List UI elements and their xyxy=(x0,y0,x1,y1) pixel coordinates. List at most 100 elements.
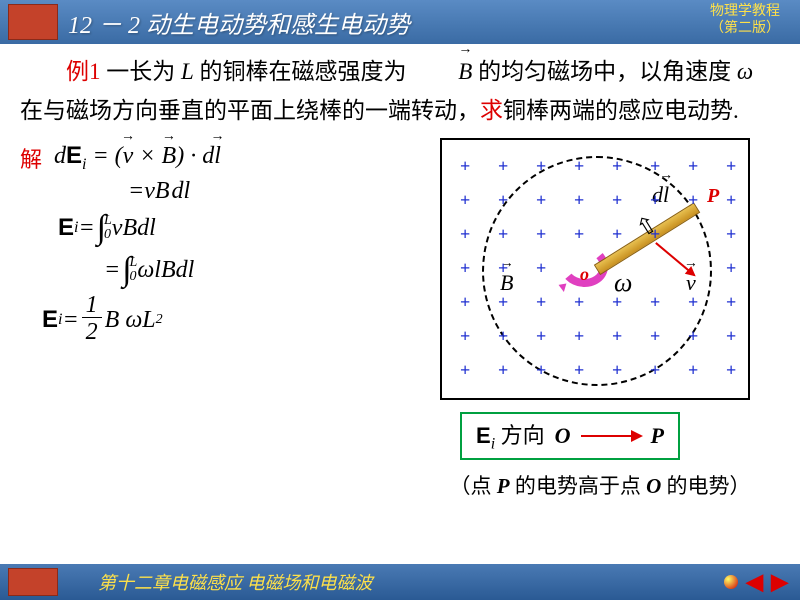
var-B: B xyxy=(162,143,177,170)
field-cross-icon: + xyxy=(460,326,470,347)
t: = xyxy=(62,307,78,334)
nav-next-icon[interactable]: ▶ xyxy=(771,569,788,595)
field-cross-icon: + xyxy=(612,224,622,245)
eq-1: 解 dEi = (v × B) · dl xyxy=(20,142,420,174)
eq-5: Ei = 12B ωL2 xyxy=(42,293,420,347)
t: 的电势） xyxy=(661,474,750,498)
label-P: P xyxy=(651,423,664,449)
field-cross-icon: + xyxy=(612,156,622,177)
field-cross-icon: + xyxy=(726,360,736,381)
diagram-box: ▸ ⇧ B o ω v P dl +++++++++++++++++++++++… xyxy=(440,138,750,400)
t: 0 xyxy=(104,228,112,242)
label-P: P xyxy=(707,185,719,208)
field-cross-icon: + xyxy=(726,190,736,211)
t: l xyxy=(188,257,195,284)
field-cross-icon: + xyxy=(612,326,622,347)
field-cross-icon: + xyxy=(726,156,736,177)
emf-E: E xyxy=(476,423,491,448)
example-label: 例1 xyxy=(66,59,101,84)
field-cross-icon: + xyxy=(650,190,660,211)
field-cross-icon: + xyxy=(574,190,584,211)
emf-E: E xyxy=(58,214,74,242)
field-cross-icon: + xyxy=(612,190,622,211)
t: = ( xyxy=(86,143,122,169)
t: vB xyxy=(144,178,169,205)
t: d xyxy=(172,178,184,205)
nav-dot-icon[interactable] xyxy=(724,575,738,589)
field-cross-icon: + xyxy=(726,258,736,279)
field-cross-icon: + xyxy=(612,360,622,381)
t: 方向 xyxy=(495,423,545,448)
t: d xyxy=(54,143,66,169)
equations: 解 dEi = (v × B) · dl = vBdl Ei = ∫L0vB d… xyxy=(20,138,420,499)
eq-3: Ei = ∫L0vB dl xyxy=(58,209,420,247)
field-cross-icon: + xyxy=(688,326,698,347)
ask-label: 求 xyxy=(480,98,503,123)
field-cross-icon: + xyxy=(574,326,584,347)
t: 1 xyxy=(82,293,102,318)
field-cross-icon: + xyxy=(460,156,470,177)
t: 的铜棒在磁感强度为 xyxy=(194,59,413,84)
problem-text: 例1 一长为 L 的铜棒在磁感强度为 B 的均匀磁场中，以角速度 ω 在与磁场方… xyxy=(20,52,780,130)
field-cross-icon: + xyxy=(574,360,584,381)
field-cross-icon: + xyxy=(726,292,736,313)
t: d xyxy=(137,215,149,242)
t: l xyxy=(149,215,156,242)
field-cross-icon: + xyxy=(536,224,546,245)
field-cross-icon: + xyxy=(612,292,622,313)
field-cross-icon: + xyxy=(460,258,470,279)
direction-box: Ei 方向 O P xyxy=(460,412,680,459)
field-cross-icon: + xyxy=(536,360,546,381)
t: 在与磁场方向垂直的平面上绕棒的一端转动， xyxy=(20,98,480,123)
var-l: l xyxy=(214,143,221,170)
footer-title: 第十二章电磁感应 电磁场和电磁波 xyxy=(98,569,373,595)
t: 0 xyxy=(130,270,138,284)
int-limits: L0 xyxy=(104,214,112,242)
t: ωlB xyxy=(137,257,175,284)
field-cross-icon: + xyxy=(688,156,698,177)
t: = xyxy=(128,178,144,205)
header-subtitle: 物理学教程 （第二版） xyxy=(710,4,780,38)
field-cross-icon: + xyxy=(574,224,584,245)
field-cross-icon: + xyxy=(650,360,660,381)
footer-bar: 第十二章电磁感应 电磁场和电磁波 ◀ ▶ xyxy=(0,564,800,600)
field-cross-icon: + xyxy=(460,190,470,211)
t: ) · d xyxy=(176,143,214,169)
field-cross-icon: + xyxy=(460,360,470,381)
book-edition: （第二版） xyxy=(710,21,780,38)
math-area: 解 dEi = (v × B) · dl = vBdl Ei = ∫L0vB d… xyxy=(20,138,780,499)
field-cross-icon: + xyxy=(498,326,508,347)
footer-nav: ◀ ▶ xyxy=(724,569,788,595)
field-cross-icon: + xyxy=(498,224,508,245)
t: 2 xyxy=(82,318,102,347)
content-area: 例1 一长为 L 的铜棒在磁感强度为 B 的均匀磁场中，以角速度 ω 在与磁场方… xyxy=(0,44,800,564)
eq-4: = ∫L0ωlB dl xyxy=(104,251,420,289)
t: 一长为 xyxy=(101,59,182,84)
t: L xyxy=(104,214,112,228)
direction-arrow-icon xyxy=(581,435,641,437)
t: = xyxy=(104,257,120,284)
caption: （点 P 的电势高于点 O 的电势） xyxy=(420,470,780,500)
field-cross-icon: + xyxy=(536,190,546,211)
t: L xyxy=(130,256,138,270)
int-limits: L0 xyxy=(130,256,138,284)
t: 的均匀磁场中，以角速度 xyxy=(472,59,737,84)
t: P xyxy=(497,474,510,498)
t: O xyxy=(646,474,661,498)
var-v: v xyxy=(123,143,134,170)
var-omega: ω xyxy=(737,59,753,84)
label-o: o xyxy=(580,264,589,285)
field-cross-icon: + xyxy=(460,292,470,313)
t: × xyxy=(133,143,161,169)
field-cross-icon: + xyxy=(498,156,508,177)
label-dl: l xyxy=(663,182,669,208)
nav-prev-icon[interactable]: ◀ xyxy=(746,569,763,595)
t: 的电势高于点 xyxy=(510,474,647,498)
field-cross-icon: + xyxy=(460,224,470,245)
field-cross-icon: + xyxy=(650,224,660,245)
header-bar: 12 － 2 动生电动势和感生电动势 物理学教程 （第二版） xyxy=(0,0,800,44)
t: l xyxy=(184,178,191,205)
t: 2 xyxy=(156,312,163,328)
field-cross-icon: + xyxy=(726,224,736,245)
label-O: O xyxy=(555,423,571,449)
